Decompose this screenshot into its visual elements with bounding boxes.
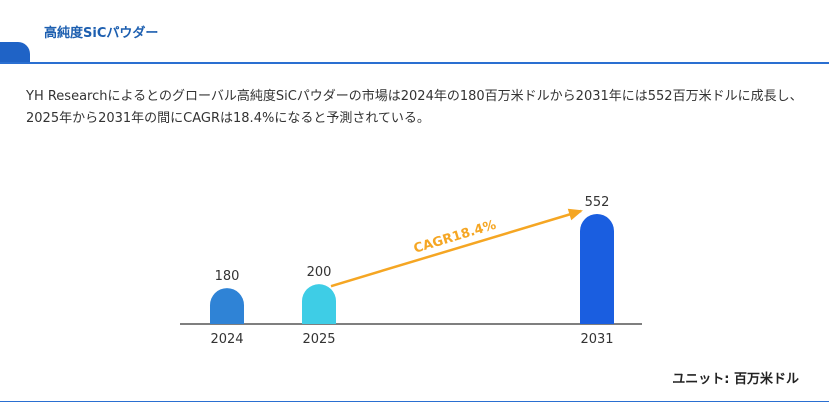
description-text: YH Researchによるとのグローバル高純度SiCパウダーの市場は2024年… — [26, 89, 803, 126]
footer-divider — [0, 401, 829, 402]
bar-2031 — [580, 214, 614, 324]
bar-chart: 180 2024 200 2025 552 2031 CAGR18.4% — [180, 195, 642, 347]
unit-label: ユニット: 百万米ドル — [672, 372, 799, 387]
bar-2024 — [210, 288, 244, 324]
data-label-2024: 180 — [215, 269, 240, 284]
x-tick-label-2024: 2024 — [210, 332, 243, 347]
cagr-arrow-head — [567, 208, 583, 221]
page-title: 高純度SiCパウダー — [44, 26, 159, 41]
bar-2025 — [302, 284, 336, 324]
x-tick-label-2025: 2025 — [302, 332, 335, 347]
cagr-arrow-line — [330, 209, 582, 288]
x-tick-label-2031: 2031 — [580, 332, 613, 347]
data-label-2025: 200 — [307, 265, 332, 280]
data-label-2031: 552 — [585, 195, 610, 210]
header-divider — [0, 62, 829, 64]
cagr-annotation: CAGR18.4% — [412, 218, 498, 257]
header-tab-accent — [0, 42, 30, 63]
